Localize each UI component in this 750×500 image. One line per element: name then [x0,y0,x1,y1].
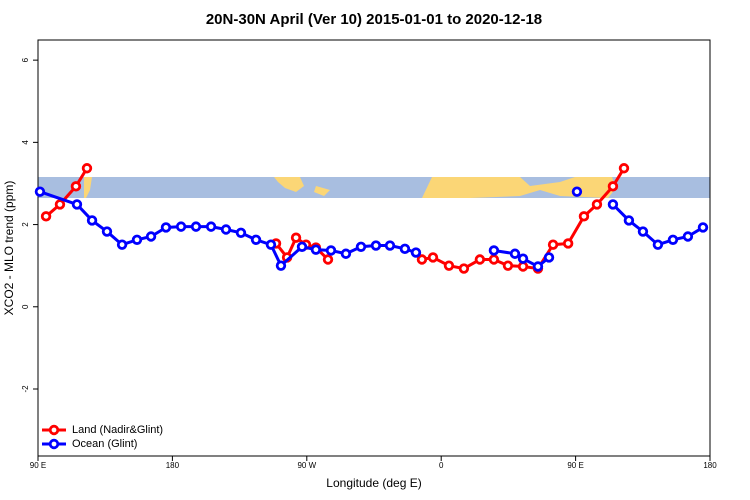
point [607,199,619,210]
point [205,221,217,232]
point [562,238,574,249]
y-tick-label: -2 [21,385,30,393]
point [235,227,247,238]
point [250,234,262,245]
point [607,181,619,192]
point [618,163,630,174]
point [290,232,302,243]
point [116,239,128,250]
point [697,222,709,233]
point [488,254,500,265]
point [355,241,367,252]
point [131,234,143,245]
point [416,254,428,265]
map-strip [38,177,710,198]
point [275,260,287,271]
point [578,211,590,222]
legend-label: Land (Nadir&Glint) [72,424,163,436]
point [458,263,470,274]
point [71,199,83,210]
legend: Land (Nadir&Glint) Ocean (Glint) [42,424,163,450]
point [81,163,93,174]
x-tick-label: 0 [439,461,444,470]
point [410,247,422,258]
point [547,239,559,250]
point [220,224,232,235]
point [370,240,382,251]
point [40,211,52,222]
point [474,254,486,265]
point [488,245,500,256]
point [682,231,694,242]
point [190,221,202,232]
point [443,260,455,271]
point [310,244,322,255]
point [70,181,82,192]
point [145,231,157,242]
point [86,215,98,226]
legend-marker [48,424,60,436]
point [322,254,334,265]
legend-label: Ocean (Glint) [72,438,137,450]
point [265,239,277,250]
point [340,248,352,259]
point [509,248,521,259]
x-tick-label: 90 E [567,461,583,470]
point [623,215,635,226]
point [502,260,514,271]
point [427,252,439,263]
point [591,199,603,210]
x-axis-label: Longitude (deg E) [326,476,421,490]
point [384,240,396,251]
y-axis-label: XCO2 - MLO trend (ppm) [2,181,16,316]
point [296,241,308,252]
x-tick-label: 90 W [297,461,316,470]
x-tick-label: 180 [703,461,717,470]
series-line [39,190,704,269]
x-tick-label: 180 [166,461,180,470]
legend-marker [48,438,60,450]
point [637,226,649,237]
y-tick-label: 2 [21,222,30,227]
y-tick-label: 4 [21,140,30,145]
point [399,243,411,255]
chart-title: 20N-30N April (Ver 10) 2015-01-01 to 202… [206,11,542,28]
point [543,252,555,263]
point [652,239,664,250]
point [667,234,679,245]
y-tick-label: 0 [21,304,30,309]
point [54,199,66,210]
point [532,261,544,272]
point [571,186,583,197]
point [517,253,529,264]
point [325,245,337,256]
point [175,221,187,232]
point [34,186,46,197]
point [160,222,172,233]
x-tick-label: 90 E [30,461,46,470]
plot-frame [37,39,711,457]
point [101,226,113,237]
y-tick-label: 6 [21,57,30,62]
